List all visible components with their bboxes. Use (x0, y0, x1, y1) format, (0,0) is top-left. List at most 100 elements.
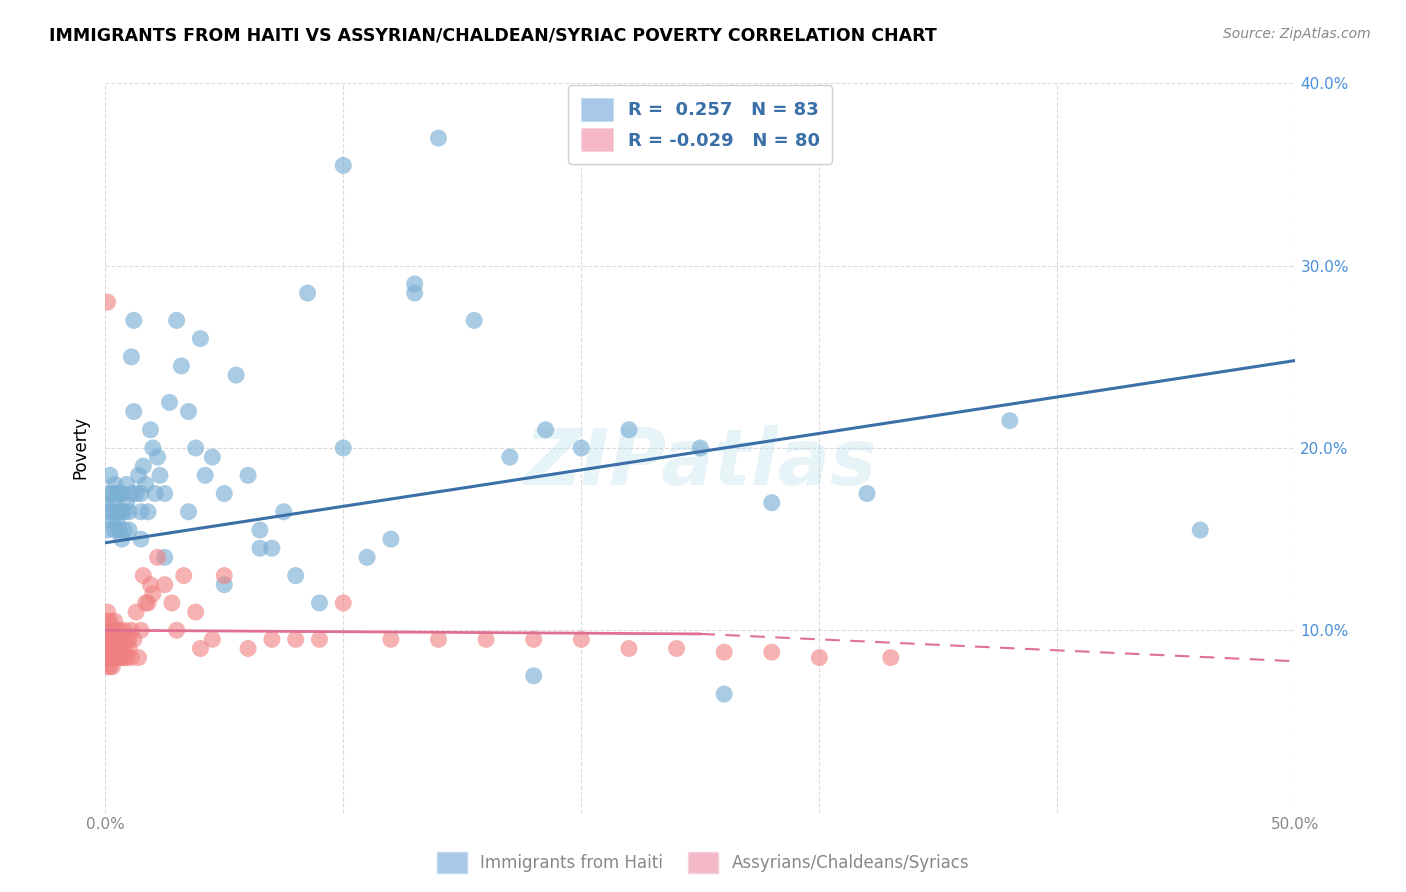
Point (308, 632, 330, 647)
Point (689, 441, 711, 455)
Point (149, 468, 172, 483)
Point (118, 523, 141, 537)
Point (856, 486, 879, 500)
Point (128, 468, 150, 483)
Point (105, 632, 128, 647)
Point (112, 641, 135, 656)
Point (104, 641, 127, 656)
Point (101, 505, 124, 519)
Point (97, 632, 120, 647)
Point (104, 523, 127, 537)
Point (297, 286, 319, 301)
Y-axis label: Poverty: Poverty (72, 417, 89, 480)
Point (128, 650, 150, 665)
Point (184, 441, 207, 455)
Point (97, 641, 120, 656)
Point (97, 650, 120, 665)
Point (190, 641, 212, 656)
Point (132, 568, 155, 582)
Point (111, 486, 134, 500)
Point (108, 641, 131, 656)
Point (534, 423, 557, 437)
Point (404, 286, 426, 301)
Point (104, 477, 127, 491)
Point (177, 404, 200, 418)
Point (104, 496, 127, 510)
Point (112, 523, 135, 537)
Point (98, 641, 121, 656)
Point (499, 450, 522, 464)
Point (129, 505, 152, 519)
Point (332, 158, 354, 172)
Point (139, 423, 162, 437)
Point (332, 596, 354, 610)
Point (142, 441, 165, 455)
Point (101, 641, 124, 656)
Point (97, 632, 120, 647)
Point (1189, 523, 1212, 537)
Point (153, 486, 176, 500)
Point (120, 350, 142, 364)
Point (118, 641, 141, 656)
Point (159, 395, 181, 409)
Point (98, 624, 121, 638)
Point (97, 523, 120, 537)
Point (120, 624, 142, 638)
Point (98, 659, 121, 673)
Point (129, 532, 152, 546)
Point (115, 650, 138, 665)
Point (236, 468, 259, 483)
Point (404, 277, 426, 291)
Point (166, 313, 188, 327)
Point (190, 332, 212, 346)
Point (97, 614, 120, 628)
Point (569, 441, 592, 455)
Point (998, 414, 1021, 428)
Point (523, 669, 546, 683)
Point (111, 505, 134, 519)
Point (105, 650, 128, 665)
Point (98, 632, 121, 647)
Point (173, 568, 195, 582)
Point (112, 624, 135, 638)
Point (122, 632, 145, 647)
Point (120, 486, 142, 500)
Point (201, 450, 224, 464)
Point (143, 486, 166, 500)
Point (260, 541, 283, 556)
Point (115, 632, 138, 647)
Point (808, 650, 831, 665)
Point (475, 632, 498, 647)
Point (356, 550, 378, 565)
Point (380, 632, 402, 647)
Point (129, 624, 152, 638)
Point (115, 477, 138, 491)
Point (105, 486, 128, 500)
Point (177, 505, 200, 519)
Point (132, 459, 155, 474)
Point (201, 632, 224, 647)
Point (122, 404, 145, 418)
Point (212, 577, 235, 591)
Point (108, 523, 131, 537)
Legend: Immigrants from Haiti, Assyrians/Chaldeans/Syriacs: Immigrants from Haiti, Assyrians/Chaldea… (430, 846, 976, 880)
Point (111, 632, 134, 647)
Point (111, 641, 134, 656)
Point (104, 650, 127, 665)
Point (98, 468, 121, 483)
Point (97, 605, 120, 619)
Point (761, 496, 783, 510)
Point (98, 632, 121, 647)
Point (105, 514, 128, 528)
Point (212, 568, 235, 582)
Point (105, 641, 128, 656)
Point (136, 596, 159, 610)
Point (761, 645, 783, 659)
Point (427, 632, 450, 647)
Text: Source: ZipAtlas.com: Source: ZipAtlas.com (1223, 27, 1371, 41)
Point (380, 532, 402, 546)
Point (146, 550, 169, 565)
Point (101, 624, 124, 638)
Point (122, 313, 145, 327)
Point (153, 550, 176, 565)
